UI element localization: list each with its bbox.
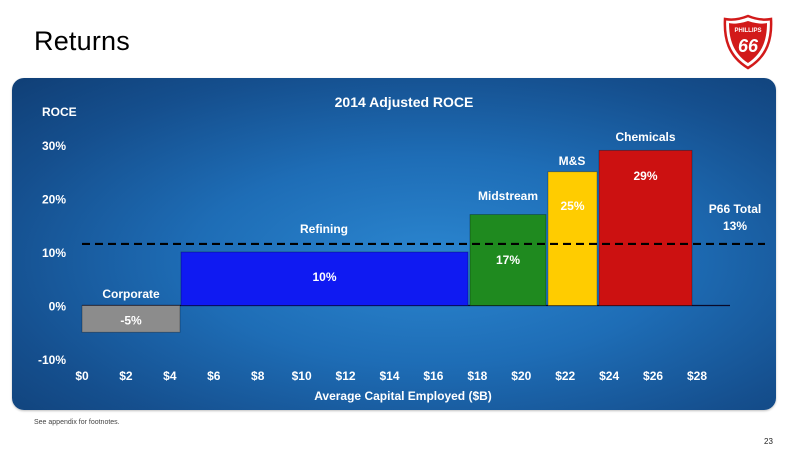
phillips-66-logo-icon: PHILLIPS 66 (723, 14, 773, 70)
x-tick-label: $4 (163, 369, 177, 383)
y-tick-label: -10% (38, 353, 66, 367)
y-tick-label: 30% (42, 139, 66, 153)
x-tick-label: $8 (251, 369, 265, 383)
x-tick-label: $24 (599, 369, 619, 383)
x-tick-label: $20 (511, 369, 531, 383)
x-tick-label: $18 (467, 369, 487, 383)
x-tick-label: $10 (292, 369, 312, 383)
logo-text-main: 66 (738, 36, 759, 56)
logo-text-top: PHILLIPS (734, 28, 761, 34)
x-tick-label: $2 (119, 369, 133, 383)
x-tick-label: $28 (687, 369, 707, 383)
x-tick-label: $22 (555, 369, 575, 383)
category-label-refining: Refining (300, 222, 348, 236)
chart-title: 2014 Adjusted ROCE (335, 94, 474, 110)
page-number: 23 (764, 437, 773, 446)
x-axis-label: Average Capital Employed ($B) (314, 389, 492, 403)
bar-m-s (547, 171, 598, 306)
category-label-chemicals: Chemicals (615, 130, 675, 144)
category-label-m-s: M&S (559, 154, 586, 168)
x-tick-label: $26 (643, 369, 663, 383)
y-axis-label: ROCE (42, 105, 77, 119)
bar-midstream (469, 214, 547, 306)
data-label-midstream: 17% (496, 253, 520, 267)
x-tick-label: $0 (75, 369, 89, 383)
reference-line-label: 13% (723, 219, 747, 233)
bar-refining (180, 251, 469, 306)
data-label-chemicals: 29% (633, 169, 657, 183)
x-tick-label: $16 (423, 369, 443, 383)
category-label-corporate: Corporate (102, 287, 160, 301)
bar-corporate (81, 305, 181, 333)
y-tick-label: 10% (42, 246, 66, 260)
data-label-m-s: 25% (560, 199, 584, 213)
x-tick-label: $12 (336, 369, 356, 383)
reference-line-name: P66 Total (709, 202, 761, 216)
x-tick-label: $14 (379, 369, 399, 383)
y-tick-label: 20% (42, 193, 66, 207)
data-label-refining: 10% (312, 270, 336, 284)
y-tick-label: 0% (49, 300, 67, 314)
slide-title: Returns (34, 26, 130, 56)
footnote: See appendix for footnotes. (34, 419, 120, 426)
x-tick-label: $6 (207, 369, 221, 383)
bar-chemicals (598, 149, 693, 306)
category-label-midstream: Midstream (478, 189, 538, 203)
data-label-corporate: -5% (120, 314, 142, 328)
